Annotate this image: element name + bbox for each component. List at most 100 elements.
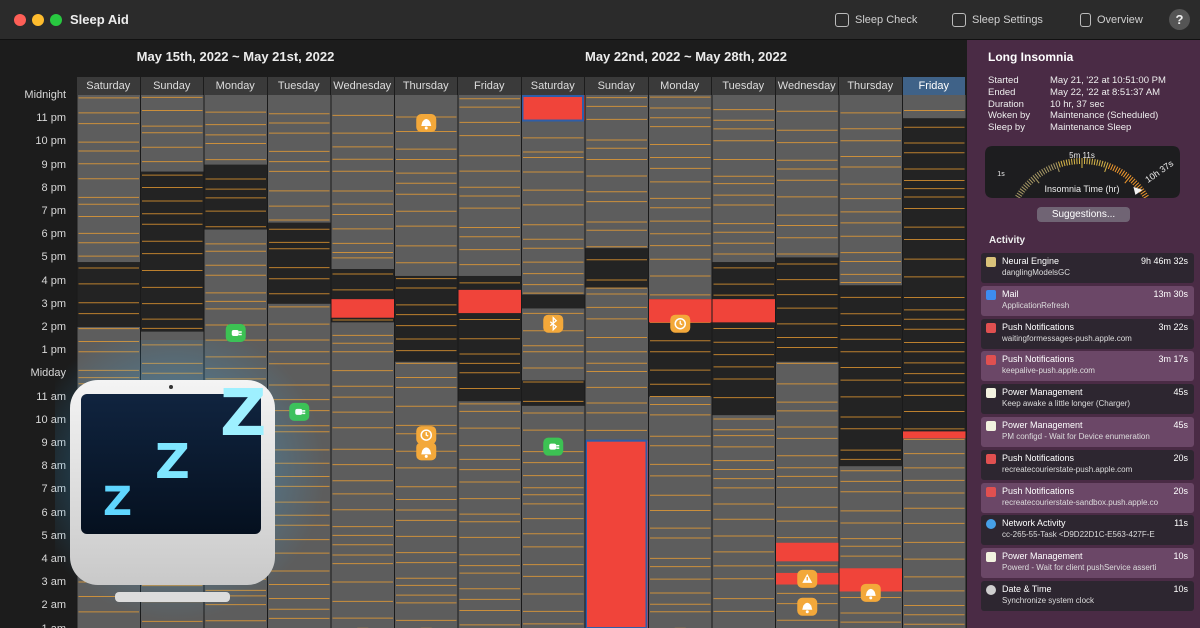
gauge-tick [1103, 161, 1106, 168]
day-header[interactable]: Saturday [77, 77, 141, 95]
insomnia-block[interactable] [331, 299, 395, 318]
activity-item[interactable]: Push Notifications 20s recreatecourierstat… [981, 482, 1194, 513]
day-column[interactable] [395, 95, 458, 628]
activity-duration: 9h 46m 32s [1140, 256, 1188, 266]
hour-label: 2 pm [41, 321, 66, 333]
plug-event-icon[interactable] [543, 437, 564, 456]
awake-block [649, 95, 712, 300]
insomnia-block[interactable] [839, 568, 903, 592]
insomnia-block[interactable] [649, 299, 712, 323]
day-header[interactable]: Friday [458, 77, 522, 95]
gauge-tick [1128, 176, 1134, 182]
hour-label: 10 pm [35, 135, 66, 148]
insomnia-block[interactable] [458, 289, 522, 314]
day-column[interactable] [649, 95, 712, 628]
activity-heading: Activity [989, 235, 1026, 246]
awake-block [903, 95, 966, 119]
day-header[interactable]: Tuesday [267, 77, 331, 95]
help-button[interactable]: ? [1169, 9, 1190, 30]
activity-item[interactable]: Push Notifications 20s recreatecourierstat… [981, 449, 1194, 480]
bell-event-icon[interactable] [416, 442, 437, 461]
minimize-window-button[interactable] [32, 14, 44, 26]
gauge-tick [1124, 173, 1130, 179]
gauge-tick [1100, 160, 1104, 167]
day-column[interactable] [585, 95, 649, 628]
bluetooth-event-icon[interactable] [543, 314, 564, 333]
day-header[interactable]: Monday [648, 77, 712, 95]
info-key: Duration [988, 98, 1024, 110]
globe-icon [986, 519, 996, 530]
day-column[interactable] [331, 95, 395, 628]
insomnia-block[interactable] [903, 431, 966, 439]
bell-icon [986, 322, 996, 333]
day-column[interactable] [458, 95, 522, 628]
day-header[interactable]: Thursday [394, 77, 458, 95]
day-header[interactable]: Friday [902, 77, 966, 95]
sleep-aid-app-icon: Z Z Z [55, 340, 325, 620]
activity-item[interactable]: Push Notifications 3m 17s keepalive-push.a… [981, 351, 1194, 382]
activity-name: Push Notifications [1002, 452, 1075, 463]
sleep-check-button[interactable]: Sleep Check [835, 8, 917, 32]
gauge-tick [1028, 178, 1034, 184]
bell-event-icon[interactable] [860, 583, 881, 602]
activity-item[interactable]: Power Management 10s Powerd - Wait for cli… [981, 548, 1194, 579]
overview-button[interactable]: Overview [1080, 8, 1143, 32]
bulb-icon [986, 552, 996, 563]
day-header[interactable]: Sunday [585, 77, 649, 95]
day-column[interactable] [522, 95, 585, 628]
awake-block [141, 95, 204, 172]
close-window-button[interactable] [14, 14, 26, 26]
insomnia-block[interactable] [712, 299, 776, 323]
day-header[interactable]: Thursday [839, 77, 903, 95]
gauge-tick [1041, 169, 1046, 175]
insomnia-block[interactable] [776, 542, 839, 562]
activity-name: Push Notifications [1002, 354, 1075, 365]
day-header[interactable]: Saturday [521, 77, 585, 95]
hour-label: 3 pm [41, 297, 66, 310]
day-header[interactable]: Sunday [140, 77, 204, 95]
clock-event-icon[interactable] [416, 426, 437, 445]
gauge-tick [1091, 158, 1094, 165]
suggestions-button[interactable]: Suggestions... [1037, 207, 1130, 222]
zoom-window-button[interactable] [50, 14, 62, 26]
activity-duration: 3m 17s [1158, 354, 1188, 365]
day-header[interactable]: Wednesday [775, 77, 839, 95]
mail-icon [986, 289, 996, 300]
day-column[interactable] [776, 95, 839, 628]
day-header[interactable]: Monday [204, 77, 268, 95]
activity-name: Network Activity [1002, 518, 1066, 529]
hour-label: 4 pm [41, 274, 66, 287]
alert-event-icon[interactable] [797, 569, 818, 588]
gauge-tick [1070, 158, 1073, 165]
overview-label: Overview [1097, 14, 1143, 26]
bell-event-icon[interactable] [797, 597, 818, 616]
day-column[interactable] [903, 95, 966, 628]
activity-detail: cc-265-55-Task <D9D22D1C-E563-427F-E [1002, 530, 1155, 540]
day-header[interactable]: Wednesday [331, 77, 395, 95]
insomnia-block[interactable] [522, 95, 585, 121]
activity-item[interactable]: Neural Engine 9h 46m 32s danglingModelsGC [981, 253, 1194, 283]
activity-item[interactable]: Power Management 45s Keep awake a little l… [981, 384, 1194, 415]
day-column[interactable] [839, 95, 903, 628]
activity-item[interactable]: Network Activity 11s cc-265-55-Task <D9D22… [981, 515, 1194, 546]
activity-item[interactable]: Date & Time 10s Synchronize system clock [981, 581, 1194, 611]
plug-event-icon[interactable] [225, 324, 246, 342]
gauge-face [985, 146, 1180, 198]
gauge-tick [1018, 190, 1024, 195]
sleep-settings-button[interactable]: Sleep Settings [952, 8, 1043, 32]
activity-detail: recreatecourierstate-push.apple.com [1002, 464, 1133, 474]
info-key: Started [988, 75, 1019, 86]
clock-event-icon[interactable] [670, 314, 691, 333]
insomnia-block[interactable] [585, 440, 649, 628]
day-column[interactable] [712, 95, 776, 628]
hour-label: 3 am [41, 576, 66, 589]
activity-item[interactable]: Power Management 45s PM configd - Wait for… [981, 417, 1194, 447]
bell-event-icon[interactable] [416, 114, 437, 133]
hour-label: 5 pm [41, 251, 66, 264]
activity-item[interactable]: Push Notifications 3m 22s waitingformessag… [981, 318, 1194, 349]
gauge-tick [1141, 192, 1148, 197]
activity-item[interactable]: Mail 13m 30s ApplicationRefresh [981, 285, 1194, 316]
day-header[interactable]: Tuesday [712, 77, 776, 95]
